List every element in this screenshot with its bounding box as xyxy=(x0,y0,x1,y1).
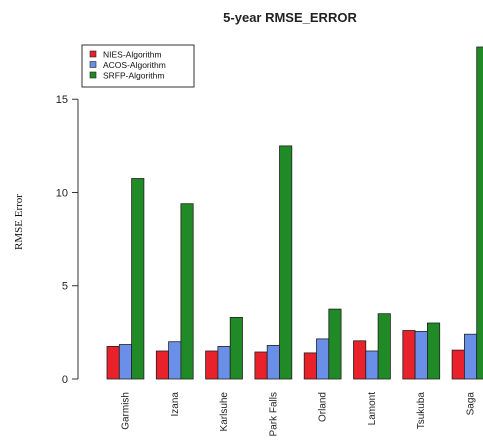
bar-acos-algorithm-saga xyxy=(463,333,478,380)
bar-srfp-algorithm-park-falls xyxy=(279,145,293,380)
x-tick-label: Garmish xyxy=(120,392,131,430)
bar-srfp-algorithm-orland xyxy=(328,308,342,380)
x-tick-label: Lamont xyxy=(367,392,378,426)
bar-acos-algorithm-tsukuba xyxy=(414,330,428,380)
chart-title: 5-year RMSE_ERROR xyxy=(223,10,357,25)
bar-acos-algorithm-orland xyxy=(316,338,330,380)
bar-nies-algorithm-garmish xyxy=(106,345,120,380)
bar-acos-algorithm-garmish xyxy=(118,344,133,380)
x-tick-labels: Garmish Izana Karlsuhe Park Falls Orland Lamo… xyxy=(120,392,476,437)
bar-nies-algorithm-karlsuhe xyxy=(205,350,219,380)
bar-srfp-algorithm-saga xyxy=(476,46,483,380)
legend-swatch xyxy=(89,50,97,58)
y-tick-label: 10 xyxy=(56,187,68,199)
bar-nies-algorithm-saga xyxy=(451,349,465,380)
bar-nies-algorithm-orland xyxy=(303,352,317,380)
x-tick-label: Park Falls xyxy=(268,392,279,436)
legend-swatch xyxy=(89,71,97,79)
x-tick-label: Orland xyxy=(318,392,329,422)
legend-label: SRFP-Algorithm xyxy=(103,71,164,81)
y-tick-label: 15 xyxy=(56,94,68,106)
x-tick-label: Izana xyxy=(170,392,181,417)
bar-nies-algorithm-tsukuba xyxy=(402,330,416,380)
bar-acos-algorithm-izana xyxy=(168,341,182,380)
legend: NIES-AlgorithmACOS-AlgorithmSRFP-Algorit… xyxy=(81,44,195,88)
bar-acos-algorithm-park-falls xyxy=(266,344,280,380)
y-tick-label: 0 xyxy=(62,374,68,386)
bar-srfp-algorithm-lamont xyxy=(377,313,391,380)
bar-srfp-algorithm-garmish xyxy=(131,178,145,380)
y-axis-label: RMSE Error xyxy=(13,194,25,250)
legend-box xyxy=(81,44,195,88)
bar-nies-algorithm-park-falls xyxy=(254,351,268,380)
bars-group xyxy=(106,46,483,380)
bar-nies-algorithm-lamont xyxy=(353,340,367,380)
bar-srfp-algorithm-izana xyxy=(180,203,194,380)
legend-label: NIES-Algorithm xyxy=(103,50,162,60)
bar-acos-algorithm-karlsuhe xyxy=(217,345,231,380)
x-tick-label: Saga xyxy=(466,392,477,416)
bar-srfp-algorithm-karlsuhe xyxy=(229,316,243,380)
x-tick-label: Karlsuhe xyxy=(219,392,230,432)
bar-acos-algorithm-lamont xyxy=(365,350,379,380)
legend-label: ACOS-Algorithm xyxy=(103,60,166,70)
y-tick-label: 5 xyxy=(62,281,68,293)
bar-srfp-algorithm-tsukuba xyxy=(426,322,441,380)
bar-nies-algorithm-izana xyxy=(155,350,170,380)
x-tick-label: Tsukuba xyxy=(416,392,427,430)
legend-swatch xyxy=(89,61,97,68)
y-axis: 0 5 10 15 xyxy=(56,94,79,386)
